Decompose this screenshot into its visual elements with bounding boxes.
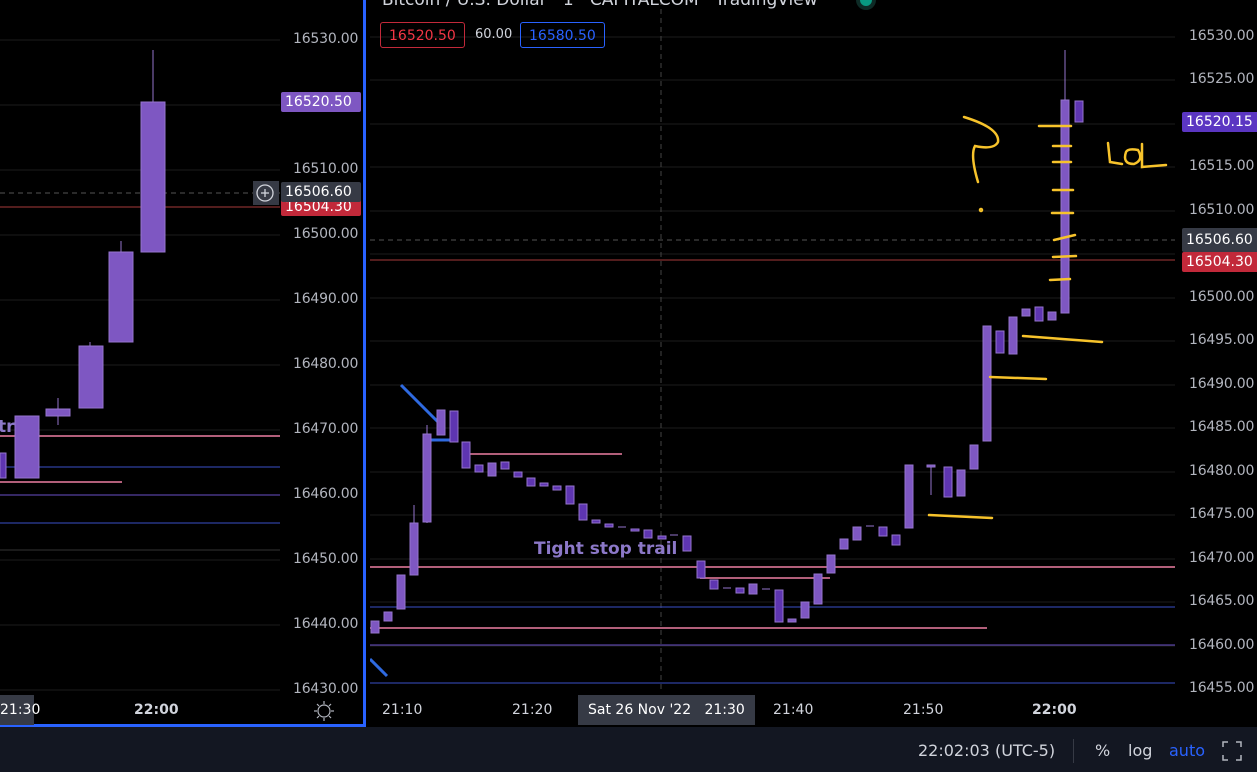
left-chart-canvas[interactable] [0, 0, 363, 724]
divider [1073, 739, 1074, 763]
price-tick: 16515.00 [1189, 158, 1255, 174]
left-chart-pane[interactable]: tr 16530.00 16520.50 16510.00 16504.30 1… [0, 0, 366, 727]
right-chart-pane[interactable]: Bitcoin / U.S. Dollar · 1 · CAPITALCOM ·… [370, 0, 1257, 727]
time-tick: 21:40 [773, 702, 814, 718]
time-tick: 21:10 [382, 702, 423, 718]
price-tick: 16490.00 [1189, 376, 1255, 392]
spread-value: 60.00 [475, 27, 513, 42]
price-tick: 16470.00 [1189, 550, 1255, 566]
bottom-toolbar: 22:02:03 (UTC-5) % log auto [0, 727, 1257, 772]
time-tick: 21:20 [512, 702, 553, 718]
chart-annotation: Tight stop trail [534, 539, 678, 559]
price-tick: 16430.00 [293, 681, 359, 697]
crosshair-price-tag: 16506.60 [1182, 228, 1257, 252]
price-tick: 16500.00 [1189, 289, 1255, 305]
price-tick: 16475.00 [1189, 506, 1255, 522]
price-tick: 16455.00 [1189, 680, 1255, 696]
time-tick: 22:00 [134, 702, 179, 718]
price-tick: 16490.00 [293, 291, 359, 307]
window-title: Bitcoin / U.S. Dollar · 1 · CAPITALCOM ·… [382, 0, 818, 10]
price-tick: 16525.00 [1189, 71, 1255, 87]
price-tick: 16460.00 [1189, 637, 1255, 653]
price-tick: 16470.00 [293, 421, 359, 437]
percent-toggle[interactable]: % [1095, 741, 1111, 760]
time-tick: 22:00 [1032, 702, 1077, 718]
log-toggle[interactable]: log [1128, 741, 1153, 760]
time-tick: 21:50 [903, 702, 944, 718]
status-dot-icon [860, 0, 872, 6]
price-tick: 16530.00 [1189, 28, 1255, 44]
price-tick: 16500.00 [293, 226, 359, 242]
price-tick: 16530.00 [293, 31, 359, 47]
bid-price-tag: 16504.30 [1182, 252, 1257, 272]
clock[interactable]: 22:02:03 (UTC-5) [918, 741, 1056, 760]
price-tick: 16440.00 [293, 616, 359, 632]
bid-price-tag: 16504.30 [281, 198, 361, 216]
price-tick: 16510.00 [293, 161, 359, 177]
price-tick: 16450.00 [293, 551, 359, 567]
auto-toggle[interactable]: auto [1169, 741, 1206, 760]
time-cursor-tag: 21:30 [0, 695, 40, 725]
add-alert-button[interactable] [253, 181, 279, 205]
last-price-tag: 16520.50 [281, 92, 361, 112]
price-tick: 16480.00 [293, 356, 359, 372]
crosshair-price-tag: 16506.60 [281, 182, 361, 202]
buy-button[interactable]: 16580.50 [520, 22, 605, 48]
annotation-fragment: tr [0, 417, 15, 437]
price-tick: 16495.00 [1189, 332, 1255, 348]
price-tick: 16485.00 [1189, 419, 1255, 435]
price-tick: 16510.00 [1189, 202, 1255, 218]
right-chart-canvas[interactable] [370, 0, 1257, 727]
time-cursor-tag: Sat 26 Nov '22 21:30 [578, 695, 755, 725]
last-price-tag: 16520.15 [1182, 112, 1257, 132]
plus-circle-icon [256, 184, 274, 202]
sell-button[interactable]: 16520.50 [380, 22, 465, 48]
price-tick: 16480.00 [1189, 463, 1255, 479]
price-tick: 16465.00 [1189, 593, 1255, 609]
price-tick: 16460.00 [293, 486, 359, 502]
